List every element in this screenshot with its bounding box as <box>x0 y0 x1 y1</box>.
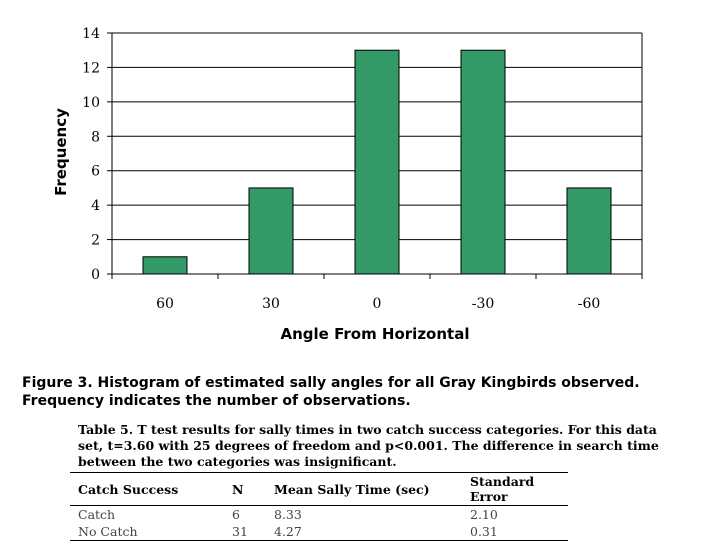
table-header-row: Catch Success N Mean Sally Time (sec) St… <box>70 472 568 506</box>
column-header: N <box>224 472 266 506</box>
x-tick-label: 30 <box>262 296 280 312</box>
y-tick-label: 12 <box>82 60 100 76</box>
bar--60 <box>566 187 612 275</box>
table-cell: 8.33 <box>274 507 302 522</box>
table-cell: 4.27 <box>266 523 462 541</box>
column-header: Mean Sally Time (sec) <box>266 472 462 506</box>
bar-0 <box>354 49 400 275</box>
table-cell: 6 <box>232 507 240 522</box>
axes <box>107 32 643 279</box>
y-tick-label: 10 <box>82 95 100 111</box>
results-table: Catch Success N Mean Sally Time (sec) St… <box>70 472 568 541</box>
y-tick-label: 14 <box>82 26 100 42</box>
table-cell: Catch <box>78 507 116 522</box>
table-cell: No Catch <box>70 523 224 541</box>
histogram-chart: 0 2 4 6 8 10 12 14 60 30 0 -30 -60 Angle From Horiz… <box>52 26 643 343</box>
table-row: No Catch 31 4.27 0.31 <box>70 523 568 541</box>
figure-caption: Figure 3. Histogram of estimated sally a… <box>22 375 640 409</box>
table-cell: 0.31 <box>462 523 568 541</box>
y-tick-label: 0 <box>91 267 100 283</box>
x-tick-labels: 60 30 0 -30 -60 <box>156 296 600 312</box>
y-tick-label: 6 <box>91 164 100 180</box>
x-tick-label: 0 <box>373 296 382 312</box>
bars <box>142 49 612 275</box>
table-row: Catch 6 8.33 2.10 <box>70 506 568 524</box>
y-tick-label: 8 <box>91 129 100 145</box>
column-header: Catch Success <box>70 472 224 506</box>
x-axis-title: Angle From Horizontal <box>281 325 470 343</box>
table-caption: Table 5. T test results for sally times … <box>78 422 659 469</box>
bar-30 <box>248 187 294 275</box>
x-tick-label: -60 <box>578 296 601 312</box>
x-tick-label: -30 <box>472 296 495 312</box>
y-axis-title: Frequency <box>52 108 70 196</box>
bar-60 <box>142 256 188 275</box>
y-tick-labels: 0 2 4 6 8 10 12 14 <box>82 26 100 283</box>
column-header: Standard Error <box>462 472 568 506</box>
y-tick-label: 2 <box>91 233 100 249</box>
bar--30 <box>460 49 506 275</box>
y-tick-label: 4 <box>91 198 100 214</box>
table-cell: 31 <box>224 523 266 541</box>
table-cell: 2.10 <box>470 507 498 522</box>
x-tick-label: 60 <box>156 296 174 312</box>
